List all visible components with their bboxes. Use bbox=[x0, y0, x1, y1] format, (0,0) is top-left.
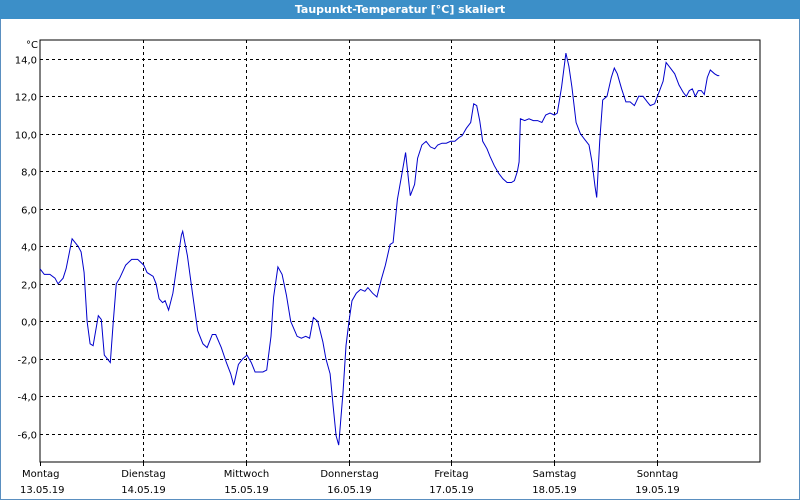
x-tick-date-label: 14.05.19 bbox=[121, 485, 166, 496]
x-tick-day-label: Dienstag bbox=[121, 469, 166, 480]
x-tick-day-label: Donnerstag bbox=[320, 469, 378, 480]
y-axis-unit-label: °C bbox=[26, 40, 38, 51]
y-tick-label: 8,0 bbox=[21, 168, 37, 179]
y-tick-label: 12,0 bbox=[15, 93, 37, 104]
grid bbox=[40, 40, 760, 462]
x-tick-date-label: 16.05.19 bbox=[327, 485, 372, 496]
dewpoint-series-line bbox=[39, 52, 720, 446]
x-tick-day-label: Sonntag bbox=[637, 469, 679, 480]
y-axis-ticks: 14,0 12,0 10,0 8,0 6,0 4,0 2,0 0,0 -2,0 -4,0 -6,0 bbox=[15, 56, 37, 442]
y-tick-label: 6,0 bbox=[21, 206, 37, 217]
y-tick-label: -2,0 bbox=[17, 356, 37, 367]
x-tick-date-label: 15.05.19 bbox=[224, 485, 269, 496]
y-tick-label: 14,0 bbox=[15, 56, 37, 67]
x-tick-day-label: Samstag bbox=[533, 469, 577, 480]
chart-title: Taupunkt-Temperatur [°C] skaliert bbox=[0, 0, 800, 19]
x-tick-date-label: 18.05.19 bbox=[532, 485, 577, 496]
y-tick-label: -4,0 bbox=[17, 393, 37, 404]
x-tick-day-label: Montag bbox=[22, 469, 59, 480]
x-axis-ticks: Montag 13.05.19 Dienstag 14.05.19 Mittwoch 15… bbox=[20, 462, 680, 496]
plot-area-border bbox=[39, 39, 761, 463]
x-tick-day-label: Freitag bbox=[434, 469, 468, 480]
x-tick-day-label: Mittwoch bbox=[224, 469, 269, 480]
y-tick-label: 4,0 bbox=[21, 243, 37, 254]
x-tick-date-label: 19.05.19 bbox=[635, 485, 680, 496]
y-tick-label: 0,0 bbox=[21, 318, 37, 329]
y-tick-label: 2,0 bbox=[21, 281, 37, 292]
y-tick-label: 10,0 bbox=[15, 131, 37, 142]
y-tick-label: -6,0 bbox=[17, 431, 37, 442]
x-tick-date-label: 17.05.19 bbox=[429, 485, 474, 496]
x-tick-date-label: 13.05.19 bbox=[20, 485, 65, 496]
